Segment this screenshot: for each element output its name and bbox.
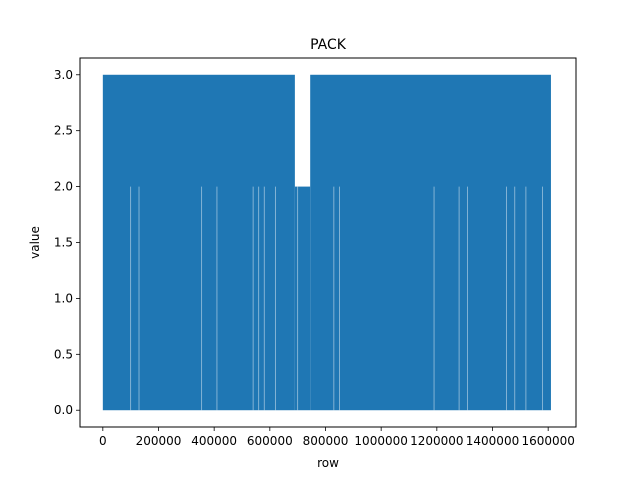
x-tick-label: 1600000 [521, 434, 574, 448]
x-tick-label: 0 [99, 434, 107, 448]
x-tick-label: 1200000 [410, 434, 463, 448]
x-axis-label: row [317, 456, 339, 470]
x-tick-label: 800000 [303, 434, 349, 448]
y-tick-label: 2.5 [54, 124, 73, 138]
series-0-band-1 [294, 186, 311, 411]
y-tick-label: 0.0 [54, 403, 73, 417]
x-tick-label: 400000 [191, 434, 237, 448]
x-tick-label: 1000000 [354, 434, 407, 448]
x-tick-label: 1400000 [466, 434, 519, 448]
series-0-band-0 [102, 74, 295, 411]
chart-title: PACK [310, 37, 347, 53]
y-tick-label: 3.0 [54, 68, 73, 82]
y-tick-label: 0.5 [54, 347, 73, 361]
y-axis-label: value [28, 226, 42, 259]
x-axis: 0 200000 400000 600000 800000 1000000 1200000 1… [99, 427, 575, 448]
x-tick-label: 200000 [136, 434, 182, 448]
x-tick-label: 600000 [247, 434, 293, 448]
y-tick-label: 1.5 [54, 236, 73, 250]
plot-area [102, 74, 551, 411]
y-tick-label: 1.0 [54, 291, 73, 305]
y-tick-label: 2.0 [54, 180, 73, 194]
y-axis: 0.0 0.5 1.0 1.5 2.0 2.5 3.0 [54, 68, 80, 417]
series-0-band-2 [310, 74, 551, 411]
